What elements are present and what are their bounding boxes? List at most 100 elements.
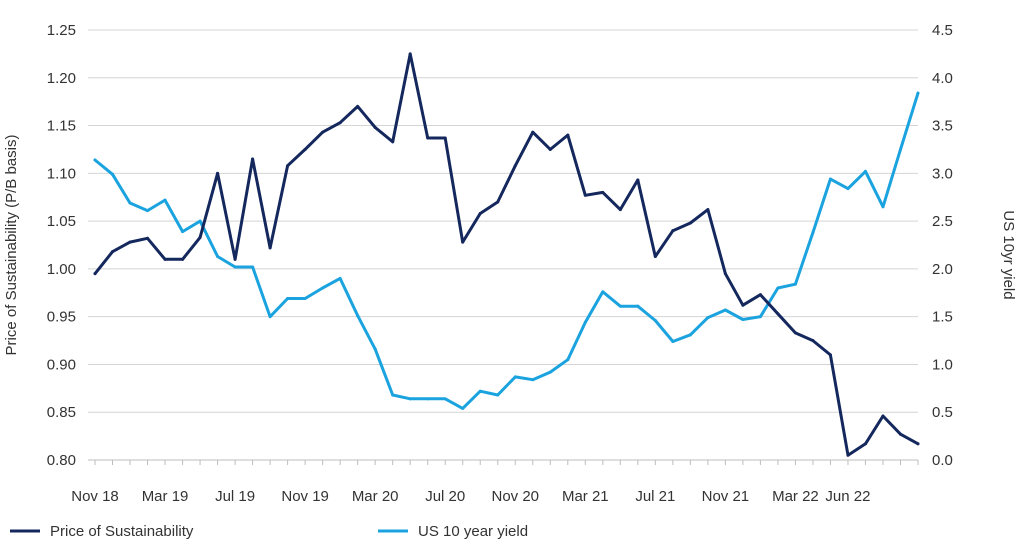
x-tick-label: Nov 20 <box>491 488 539 505</box>
series-point <box>758 293 762 297</box>
series-point <box>303 297 307 301</box>
series-point <box>723 272 727 276</box>
series-point <box>391 393 395 397</box>
series-point <box>688 333 692 337</box>
series-point <box>566 133 570 137</box>
series-point <box>233 257 237 261</box>
x-tick-label: Mar 19 <box>142 488 189 505</box>
series-point <box>531 378 535 382</box>
series-point <box>251 157 255 161</box>
left-tick-label: 1.25 <box>47 22 76 39</box>
axis-layer: 0.80 0.85 0.90 0.95 1.00 1.05 1.10 1.15 1.20 1.25… <box>47 22 953 505</box>
series-point <box>128 240 132 244</box>
series-point <box>496 393 500 397</box>
left-tick-label: 0.95 <box>47 309 76 326</box>
x-tick-label: Nov 18 <box>71 488 119 505</box>
left-tick-label: 1.05 <box>47 213 76 230</box>
series-point <box>601 290 605 294</box>
series-point <box>758 315 762 319</box>
series-point <box>321 286 325 290</box>
series-point <box>583 193 587 197</box>
series-point <box>548 370 552 374</box>
series-point <box>881 414 885 418</box>
series-point <box>916 91 920 95</box>
series-point <box>881 205 885 209</box>
series-point <box>496 200 500 204</box>
series-point <box>828 177 832 181</box>
x-tick-label: Mar 22 <box>772 488 819 505</box>
series-point <box>163 198 167 202</box>
left-tick-label: 0.80 <box>47 452 76 469</box>
series-point <box>513 164 517 168</box>
series-point <box>303 147 307 151</box>
right-tick-label: 4.0 <box>932 70 953 87</box>
right-tick-label: 2.5 <box>932 213 953 230</box>
series-point <box>461 406 465 410</box>
series-point <box>863 169 867 173</box>
series-point <box>653 318 657 322</box>
x-tick-label: Mar 21 <box>562 488 609 505</box>
series-point <box>111 172 115 176</box>
series-point <box>443 397 447 401</box>
series-point <box>828 353 832 357</box>
series-point <box>548 147 552 151</box>
series-point <box>198 219 202 223</box>
x-tick-label: Nov 19 <box>281 488 329 505</box>
series-point <box>741 303 745 307</box>
series-point <box>601 190 605 194</box>
series-point <box>373 125 377 129</box>
series-point <box>181 257 185 261</box>
right-axis-title: US 10yr yield <box>1000 210 1017 299</box>
series-point <box>373 347 377 351</box>
series-point <box>321 130 325 134</box>
series-point <box>128 201 132 205</box>
right-tick-label: 0.5 <box>932 404 953 421</box>
left-tick-label: 0.85 <box>47 404 76 421</box>
series-point <box>408 52 412 56</box>
series-point <box>146 209 150 213</box>
series-point <box>286 164 290 168</box>
legend-label-us-10-year-yield: US 10 year yield <box>418 523 528 540</box>
right-tick-label: 1.0 <box>932 356 953 373</box>
series-point <box>618 304 622 308</box>
series-point <box>163 257 167 261</box>
legend-label-price-of-sustainability: Price of Sustainability <box>50 523 194 540</box>
left-tick-label: 1.10 <box>47 165 76 182</box>
series-layer <box>93 52 920 457</box>
left-axis-title: Price of Sustainability (P/B basis) <box>3 135 20 356</box>
series-point <box>688 221 692 225</box>
series-point <box>216 171 220 175</box>
series-point <box>741 318 745 322</box>
series-point <box>391 140 395 144</box>
series-line-price-of-sustainability <box>93 52 920 457</box>
right-tick-label: 3.0 <box>932 165 953 182</box>
series-point <box>443 136 447 140</box>
series-point <box>356 314 360 318</box>
series-point <box>636 304 640 308</box>
series-point <box>636 178 640 182</box>
right-tick-label: 1.5 <box>932 309 953 326</box>
series-point <box>706 208 710 212</box>
left-tick-label: 0.90 <box>47 356 76 373</box>
series-point <box>286 297 290 301</box>
series-point <box>111 250 115 254</box>
series-point <box>478 211 482 215</box>
series-point <box>898 147 902 151</box>
series-point <box>146 236 150 240</box>
x-tick-label: Jul 19 <box>215 488 255 505</box>
series-point <box>268 315 272 319</box>
series-point <box>566 358 570 362</box>
series-point <box>233 265 237 269</box>
series-line-us-10-year-yield <box>93 91 920 410</box>
series-point <box>338 121 342 125</box>
series-point <box>793 331 797 335</box>
series-point <box>793 282 797 286</box>
series-point <box>216 254 220 258</box>
right-tick-label: 4.5 <box>932 22 953 39</box>
series-point <box>916 442 920 446</box>
series-point <box>426 397 430 401</box>
series-point <box>671 340 675 344</box>
series-point <box>706 316 710 320</box>
right-tick-label: 0.0 <box>932 452 953 469</box>
x-tick-label: Jul 20 <box>425 488 465 505</box>
